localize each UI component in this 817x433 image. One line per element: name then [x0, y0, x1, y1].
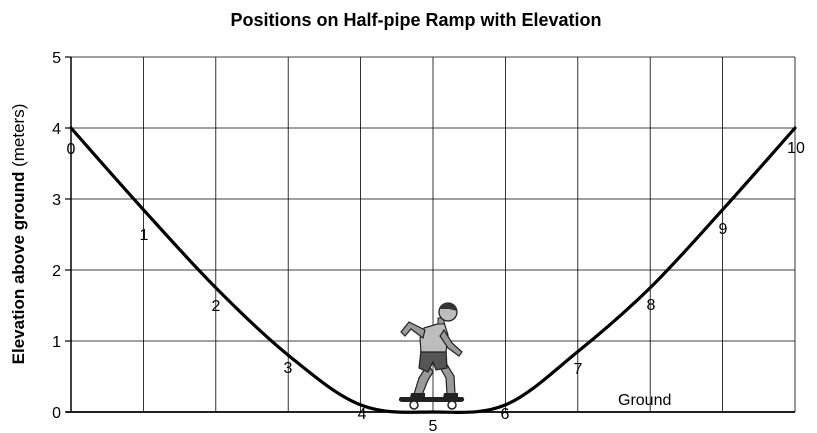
y-tick-label: 0: [52, 405, 61, 422]
ramp-curve: [69, 126, 797, 414]
ramp-position-label: 8: [647, 297, 656, 314]
y-tick-label: 4: [52, 121, 61, 138]
svg-text:Elevation above ground (: Elevation above ground (meters): [9, 104, 28, 365]
y-tick-label: 2: [52, 263, 61, 280]
y-tick-label: 1: [52, 334, 61, 351]
ramp-position-label: 6: [501, 406, 510, 423]
ramp-position-label: 5: [429, 418, 438, 433]
skateboarder-icon: [398, 302, 465, 410]
ramp-position-label: 9: [719, 221, 728, 238]
ramp-position-label: 10: [787, 140, 805, 157]
ramp-position-label: 0: [67, 141, 76, 158]
y-axis-label: Elevation above ground (meters): [9, 104, 28, 365]
ground-label: Ground: [618, 392, 671, 409]
ramp-position-label: 3: [284, 360, 293, 377]
ramp-positions: 0 1 2 3 4 5 6 7 8 9 10: [67, 140, 805, 433]
y-axis-label-main: Elevation above ground: [9, 172, 28, 365]
y-ticks: 0 1 2 3 4 5: [52, 50, 71, 422]
y-axis-label-unit: (meters): [9, 104, 28, 167]
y-tick-label: 3: [52, 192, 61, 209]
ramp-position-label: 4: [358, 406, 367, 423]
y-tick-label: 5: [52, 50, 61, 67]
ramp-position-label: 2: [212, 298, 221, 315]
diagram-title: Positions on Half-pipe Ramp with Elevati…: [230, 10, 601, 30]
ramp-position-label: 1: [140, 227, 149, 244]
ramp-position-label: 7: [574, 361, 583, 378]
